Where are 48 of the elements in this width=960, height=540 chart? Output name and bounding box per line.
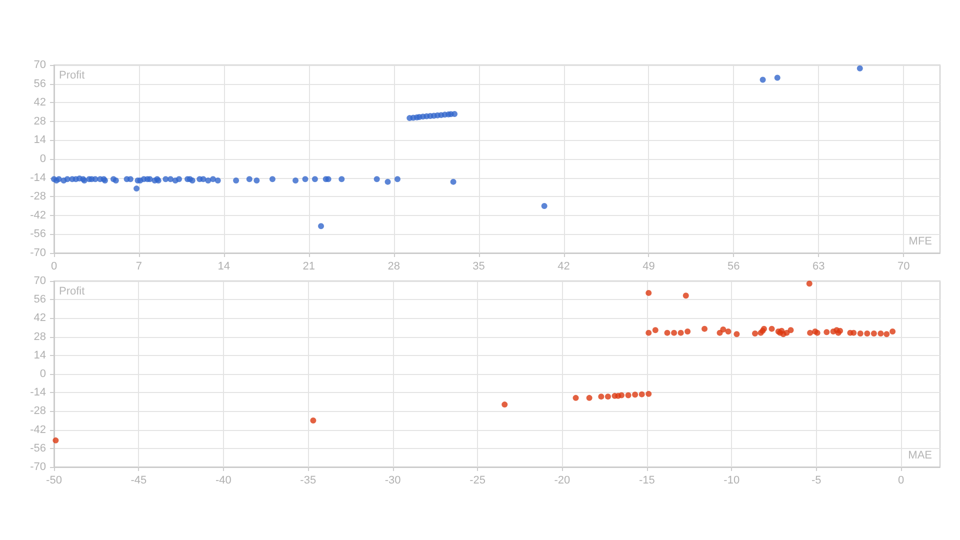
y-tick-label: 56 (34, 78, 46, 90)
y-tick-label: 56 (34, 294, 46, 306)
y-tick-label: 28 (34, 330, 46, 343)
y-tick-label: -70 (30, 461, 46, 473)
y-tick-label: -28 (30, 190, 46, 203)
x-tick-label: 35 (472, 260, 485, 272)
y-tick-label: 14 (34, 134, 46, 146)
y-tick-label: 14 (34, 349, 46, 362)
x-tick-label: 0 (50, 260, 58, 272)
x-tick-label: -30 (384, 474, 401, 486)
y-tick-label: -42 (30, 424, 46, 436)
x-axis-title: MAE (908, 450, 932, 462)
y-tick-label: -42 (30, 209, 46, 222)
x-tick-label: -35 (300, 474, 316, 486)
y-tick-label: -70 (30, 247, 46, 259)
x-tick-label: -5 (811, 474, 822, 486)
y-tick-label: -14 (30, 172, 46, 184)
x-tick-label: -20 (554, 474, 570, 486)
x-tick-label: 28 (388, 260, 400, 272)
y-tick-label: 42 (34, 96, 46, 109)
x-tick-label: 56 (728, 260, 740, 272)
y-tick-label: -28 (30, 405, 46, 418)
x-tick-label: -45 (130, 474, 147, 486)
y-axis-title: Profit (59, 286, 85, 298)
x-tick-label: 21 (302, 260, 315, 272)
x-axis-title: MFE (908, 236, 932, 248)
x-tick-label: 49 (642, 260, 655, 272)
y-tick-label: 0 (40, 153, 46, 165)
x-tick-label: 42 (558, 260, 570, 272)
y-tick-label: 70 (34, 59, 46, 71)
x-tick-label: -40 (215, 474, 232, 486)
x-tick-label: 63 (812, 260, 825, 272)
x-tick-label: 14 (218, 260, 230, 272)
x-tick-label: -25 (470, 474, 486, 486)
y-tick-label: 0 (40, 368, 46, 380)
x-tick-label: -10 (724, 474, 740, 486)
y-axis-title: Profit (59, 70, 85, 82)
x-tick-label: 7 (136, 260, 142, 272)
x-tick-label: 70 (897, 260, 910, 272)
y-tick-label: -56 (30, 442, 46, 454)
y-tick-label: 28 (34, 115, 46, 128)
y-tick-label: 70 (34, 275, 46, 287)
x-tick-label: 0 (898, 474, 904, 486)
x-tick-label: -15 (638, 474, 655, 486)
x-tick-label: -50 (46, 474, 62, 486)
y-tick-label: -14 (30, 386, 46, 399)
y-tick-label: 42 (34, 312, 46, 324)
y-tick-label: -56 (30, 228, 46, 240)
